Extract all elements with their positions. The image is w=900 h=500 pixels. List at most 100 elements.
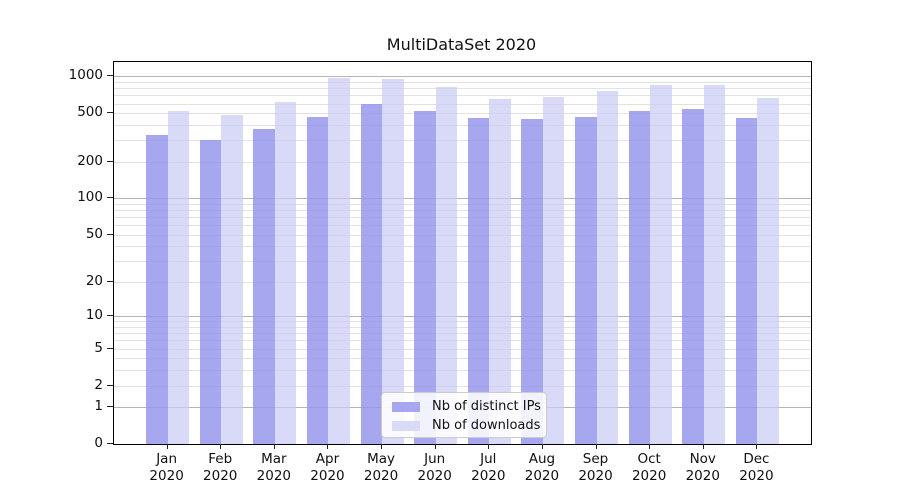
y-tick-label: 10 xyxy=(85,307,103,324)
gridline-minor xyxy=(114,261,811,263)
gridline-minor xyxy=(114,95,811,97)
gridline-minor xyxy=(114,103,811,105)
gridline-minor xyxy=(114,95,811,97)
chart-title: MultiDataSet 2020 xyxy=(386,35,537,54)
gridline-minor xyxy=(114,327,811,329)
x-tick xyxy=(273,444,275,449)
gridline-minor xyxy=(114,103,811,105)
gridline-minor xyxy=(114,333,811,335)
gridline-minor xyxy=(114,81,811,83)
gridline-minor xyxy=(114,81,811,83)
gridline-minor xyxy=(114,358,811,360)
bar-downloads-7 xyxy=(489,99,511,444)
gridline-minor xyxy=(114,246,811,248)
gridline-minor xyxy=(114,385,811,387)
bar-distinct-ips-10 xyxy=(628,111,651,444)
x-tick xyxy=(327,444,329,449)
bar-downloads-2 xyxy=(221,114,243,444)
gridline-major xyxy=(114,198,811,200)
gridline-minor xyxy=(114,370,811,372)
x-tick-label: Sep 2020 xyxy=(578,451,613,484)
y-tick xyxy=(107,160,113,162)
gridline-minor xyxy=(114,282,811,283)
bar-downloads-12 xyxy=(757,98,779,444)
x-tick-label: Aug 2020 xyxy=(524,451,560,484)
legend-label-downloads: Nb of downloads xyxy=(432,418,541,433)
gridline-minor xyxy=(114,282,811,283)
bar-downloads-5 xyxy=(382,79,404,444)
y-tick-label: 200 xyxy=(77,152,103,169)
gridline-minor xyxy=(114,234,811,236)
x-tick xyxy=(381,444,383,449)
gridline-minor xyxy=(114,125,811,127)
x-tick xyxy=(595,444,597,449)
gridline-minor xyxy=(114,385,811,387)
gridline-minor xyxy=(114,161,811,163)
bar-distinct-ips-5 xyxy=(360,104,383,444)
gridline-major xyxy=(114,316,811,318)
gridline-minor xyxy=(114,203,811,205)
y-tick-label: 5 xyxy=(94,339,103,356)
x-tick-label: Dec 2020 xyxy=(739,451,774,484)
y-tick-label: 20 xyxy=(85,273,103,289)
bar-distinct-ips-4 xyxy=(306,116,329,444)
x-tick-label: Apr 2020 xyxy=(310,451,345,484)
gridline-minor xyxy=(114,333,811,335)
y-tick xyxy=(107,233,113,235)
gridline-major xyxy=(114,198,811,200)
gridline-minor xyxy=(114,327,811,329)
y-tick-label: 1 xyxy=(94,398,103,415)
legend-item-downloads: Nb of downloads xyxy=(392,416,546,435)
y-tick-label: 100 xyxy=(77,189,103,206)
x-tick xyxy=(541,444,543,449)
bar-downloads-11 xyxy=(703,85,726,444)
gridline-minor xyxy=(114,340,811,342)
y-tick xyxy=(107,347,113,349)
y-tick xyxy=(107,281,113,282)
gridline-major xyxy=(114,76,811,78)
gridline-minor xyxy=(114,210,811,212)
y-tick-label: 50 xyxy=(85,225,103,242)
legend-label-ips: Nb of distinct IPs xyxy=(432,399,541,414)
plot-area: Nb of distinct IPs Nb of downloads xyxy=(113,61,812,445)
y-tick xyxy=(107,406,113,408)
gridline-minor xyxy=(114,125,811,127)
y-tick xyxy=(107,384,113,386)
gridline-minor xyxy=(114,234,811,236)
y-tick xyxy=(107,315,113,317)
gridline-minor xyxy=(114,217,811,219)
gridline-minor xyxy=(114,261,811,263)
x-tick-label: May 2020 xyxy=(363,451,399,484)
y-tick-label: 0 xyxy=(94,435,103,451)
gridline-minor xyxy=(114,225,811,227)
bar-distinct-ips-3 xyxy=(253,128,275,444)
x-tick-label: Feb 2020 xyxy=(203,451,238,484)
bar-distinct-ips-11 xyxy=(682,109,704,444)
gridline-minor xyxy=(114,217,811,219)
y-tick xyxy=(107,112,113,114)
x-tick-label: Oct 2020 xyxy=(631,451,667,484)
gridline-minor xyxy=(114,161,811,163)
gridline-minor xyxy=(114,140,811,142)
gridline-major xyxy=(114,316,811,318)
gridline-minor xyxy=(114,88,811,90)
y-tick xyxy=(107,443,113,444)
bar-distinct-ips-8 xyxy=(521,119,543,444)
gridline-minor xyxy=(114,113,811,115)
bar-downloads-9 xyxy=(596,90,619,444)
gridline-minor xyxy=(114,113,811,115)
bar-distinct-ips-6 xyxy=(414,110,436,444)
legend: Nb of distinct IPs Nb of downloads xyxy=(381,392,547,438)
gridline-major xyxy=(114,76,811,78)
gridline-minor xyxy=(114,225,811,227)
legend-item-distinct-ips: Nb of distinct IPs xyxy=(392,397,546,416)
gridline-minor xyxy=(114,321,811,323)
bar-downloads-3 xyxy=(274,102,297,444)
gridline-minor xyxy=(114,358,811,360)
bar-downloads-8 xyxy=(542,96,565,444)
bar-distinct-ips-2 xyxy=(199,140,222,444)
gridline-minor xyxy=(114,370,811,372)
x-tick xyxy=(220,444,222,449)
x-tick xyxy=(166,444,168,449)
